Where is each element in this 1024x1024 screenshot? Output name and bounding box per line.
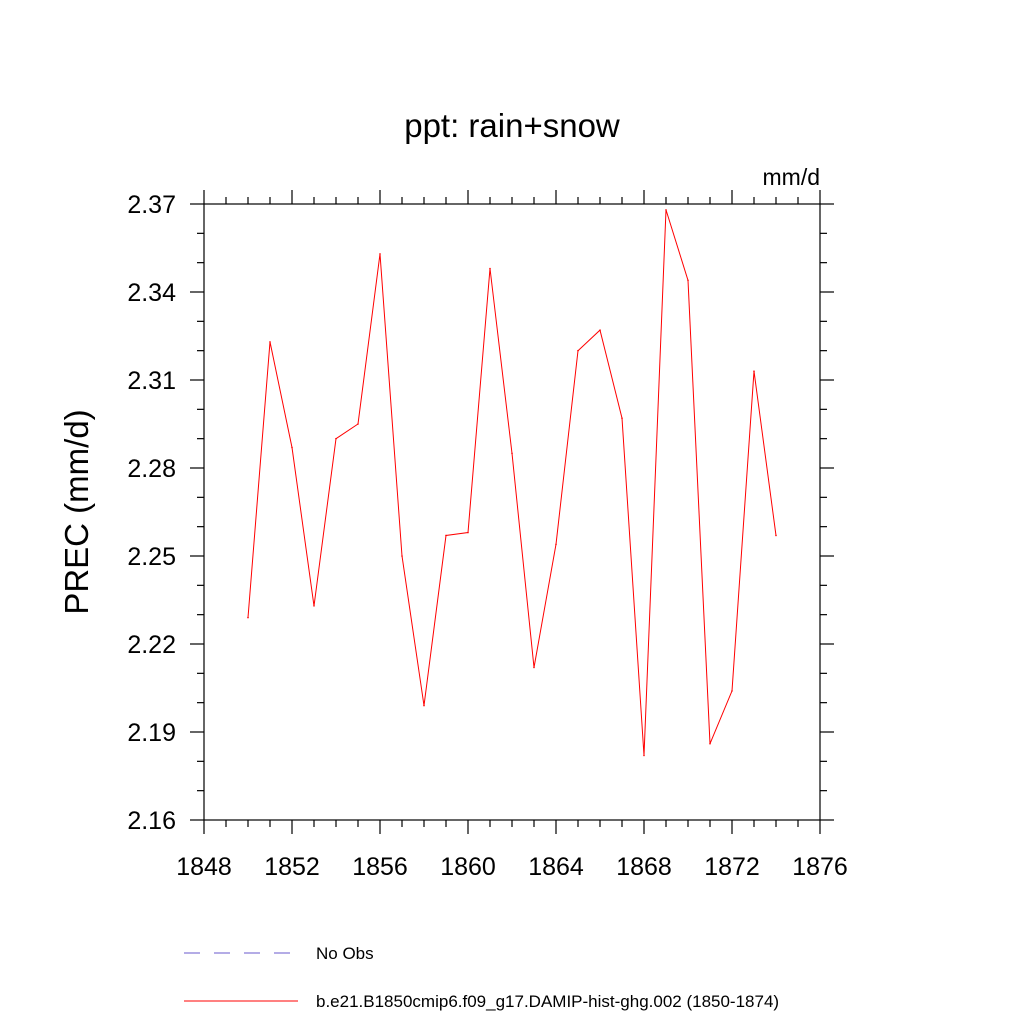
data-point [533, 666, 535, 669]
data-point [423, 704, 425, 707]
axis-ticks: 1848 1852 1856 1860 1864 1868 1872 1876 2.16 2.19… [127, 190, 848, 881]
x-tick-label: 1864 [528, 853, 584, 881]
legend-label: No Obs [316, 944, 374, 963]
data-point [489, 267, 491, 270]
data-point [775, 534, 777, 537]
y-tick-label: 2.16 [127, 807, 176, 835]
x-tick-label: 1856 [352, 853, 408, 881]
data-point [555, 543, 557, 546]
data-point [665, 209, 667, 211]
units-label: mm/d [763, 164, 821, 190]
data-point [401, 555, 403, 557]
data-point [445, 534, 447, 537]
y-axis-label: PREC (mm/d) [58, 409, 95, 614]
data-point [577, 349, 579, 352]
data-point [621, 417, 623, 419]
x-tick-label: 1868 [616, 853, 672, 881]
data-point [731, 690, 733, 692]
series-group [247, 209, 777, 757]
y-tick-label: 2.28 [127, 455, 176, 483]
x-tick-label: 1848 [176, 853, 232, 881]
data-point [313, 605, 315, 607]
legend: No Obs b.e21.B1850cmip6.f09_g17.DAMIP-his… [184, 944, 779, 1011]
x-tick-label: 1876 [792, 853, 848, 881]
data-point [643, 754, 645, 757]
series-line [247, 209, 777, 756]
data-point [599, 329, 601, 331]
data-point [753, 370, 755, 373]
data-point [687, 279, 689, 282]
data-point [511, 452, 513, 455]
plot-frame [203, 203, 821, 821]
data-point [291, 446, 293, 449]
data-point [709, 742, 711, 745]
x-tick-label: 1860 [440, 853, 496, 881]
chart-title: ppt: rain+snow [404, 107, 620, 144]
y-tick-label: 2.22 [127, 631, 176, 659]
data-point [335, 437, 337, 440]
y-tick-label: 2.34 [127, 279, 176, 307]
data-point [357, 423, 359, 425]
y-tick-label: 2.25 [127, 543, 176, 571]
data-point [467, 531, 469, 534]
y-tick-label: 2.37 [127, 191, 176, 219]
x-tick-label: 1872 [704, 853, 760, 881]
y-tick-label: 2.31 [127, 367, 176, 395]
legend-label: b.e21.B1850cmip6.f09_g17.DAMIP-hist-ghg.… [316, 992, 779, 1011]
data-point [379, 253, 381, 255]
y-tick-label: 2.19 [127, 719, 176, 747]
data-point [247, 616, 249, 619]
data-point [269, 341, 271, 343]
x-tick-label: 1852 [264, 853, 320, 881]
